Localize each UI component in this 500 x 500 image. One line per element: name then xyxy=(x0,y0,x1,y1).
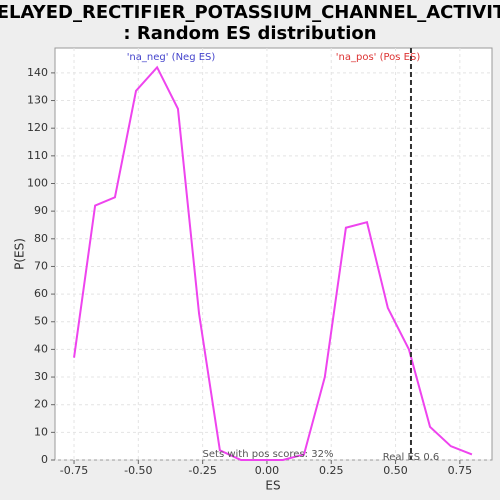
y-tick-label: 100 xyxy=(27,176,48,189)
chart-title: : Random ES distribution xyxy=(123,23,376,44)
x-tick-label: 0.50 xyxy=(383,464,408,477)
y-tick-label: 30 xyxy=(34,370,48,383)
y-axis-label: P(ES) xyxy=(13,238,27,270)
y-tick-label: 120 xyxy=(27,121,48,134)
pos-scores: Sets with pos scores: 32% xyxy=(203,449,334,460)
x-tick-label: 0.25 xyxy=(319,464,344,477)
y-tick-label: 70 xyxy=(34,259,48,272)
y-tick-label: 60 xyxy=(34,287,48,300)
neg-label: 'na_neg' (Neg ES) xyxy=(127,52,216,63)
y-tick-label: 50 xyxy=(34,315,48,328)
x-axis-label: ES xyxy=(265,479,280,493)
y-tick-label: 40 xyxy=(34,342,48,355)
x-tick-label: -0.50 xyxy=(124,464,152,477)
y-tick-label: 110 xyxy=(27,149,48,162)
x-tick-label: -0.75 xyxy=(60,464,88,477)
y-tick-label: 80 xyxy=(34,232,48,245)
series-line xyxy=(73,65,473,461)
real-es-label: Real ES 0.6 xyxy=(383,452,439,463)
x-tick-label: -0.25 xyxy=(188,464,216,477)
x-tick-label: 0.75 xyxy=(448,464,473,477)
plot-area xyxy=(54,47,493,461)
x-tick-label: 0.00 xyxy=(255,464,280,477)
y-tick-label: 130 xyxy=(27,94,48,107)
y-tick-label: 140 xyxy=(27,66,48,79)
y-tick-label: 10 xyxy=(34,425,48,438)
y-tick-label: 20 xyxy=(34,398,48,411)
y-tick-label: 0 xyxy=(41,453,48,466)
y-tick-label: 90 xyxy=(34,204,48,217)
pos-label: 'na_pos' (Pos ES) xyxy=(336,52,421,63)
chart-title: DELAYED_RECTIFIER_POTASSIUM_CHANNEL_ACTI… xyxy=(0,2,500,23)
